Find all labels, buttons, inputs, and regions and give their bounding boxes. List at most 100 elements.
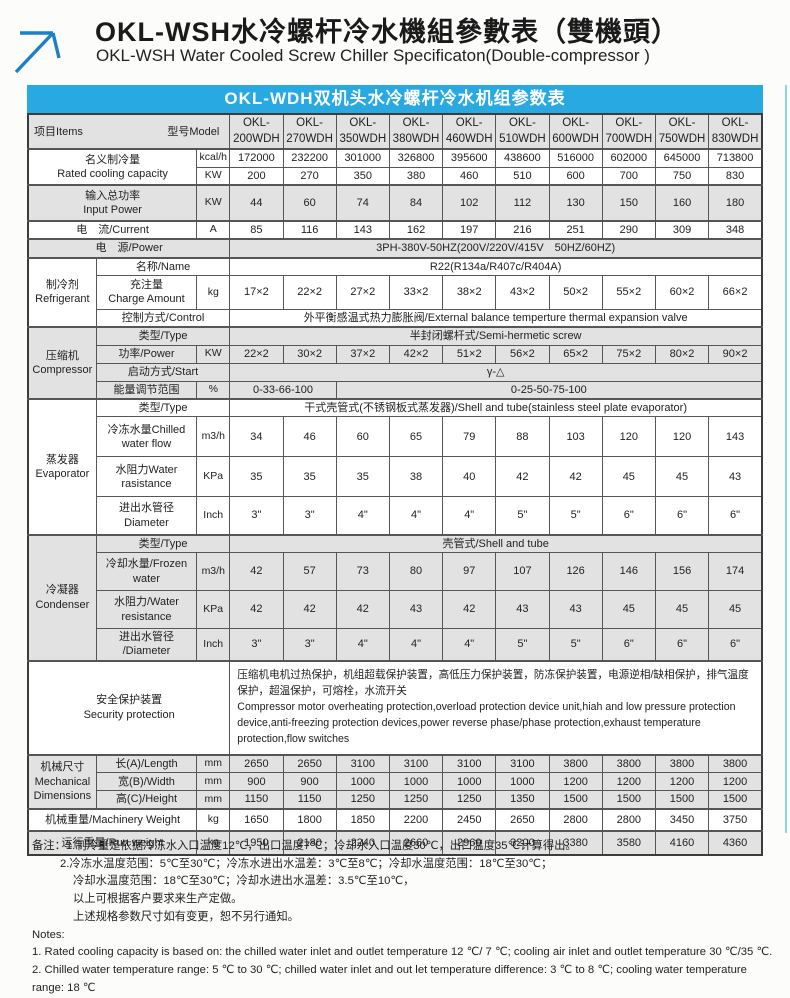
row-label: 电 流/Current xyxy=(27,220,198,240)
spec-table-section: OKL-WDH双机头水冷螺杆冷水机组参数表 项目Items 型号Model OKL-… xyxy=(27,85,763,856)
value-cell: 44 xyxy=(229,184,284,222)
value-cell: 126 xyxy=(548,552,603,592)
value-cell: 900 xyxy=(229,772,284,792)
value-cell: 5" xyxy=(548,496,603,536)
value-cell: 45 xyxy=(654,456,710,498)
note-line: 冷却水温度范围：18℃至30℃；冷却水进出水温差：3.5℃至10℃， xyxy=(73,875,415,888)
value-cell: 270 xyxy=(282,166,337,186)
value-cell: 27×2 xyxy=(335,274,390,310)
value-cell: 700 xyxy=(601,166,656,186)
row-label: 冷冻水量Chilled water flow xyxy=(95,416,198,458)
unit-cell: kg xyxy=(196,829,231,856)
model-header-cell: OKL- 460WDH xyxy=(442,113,497,150)
value-cell: 160 xyxy=(654,184,710,222)
value-cell: 2800 xyxy=(601,807,656,832)
unit-cell: mm xyxy=(196,772,231,792)
row-label: 类型/Type xyxy=(95,398,231,418)
value-cell: 2650 xyxy=(495,807,550,832)
value-cell: 56×2 xyxy=(495,344,550,364)
value-cell: 80×2 xyxy=(654,344,710,364)
value-cell: 1200 xyxy=(601,772,656,792)
value-cell: 2660 xyxy=(388,829,444,856)
value-cell: 43×2 xyxy=(495,274,550,310)
value-cell: 85 xyxy=(229,220,284,240)
value-cell: 2180 xyxy=(282,829,337,856)
value-cell: 3800 xyxy=(548,753,603,774)
span-value: 0-33-66-100 xyxy=(229,380,337,400)
table-row: 冷冻水量Chilled water flow m3/h 34 46 60 65 79 88 10… xyxy=(28,416,763,458)
value-cell: 5" xyxy=(495,628,550,662)
row-label: 控制方式/Control xyxy=(95,308,231,328)
value-cell: 17×2 xyxy=(229,274,284,310)
row-label: 运行重量/Run weight xyxy=(27,829,198,856)
value-cell: 1800 xyxy=(282,807,337,832)
value-cell: 1650 xyxy=(229,807,284,832)
table-row: 机械尺寸 Mechanical Dimensions 长(A)/Length mm 2… xyxy=(27,753,763,810)
table-row: 控制方式/Control 外平衡感温式热力膨胀阀/External balance… xyxy=(28,308,763,328)
value-cell: 1250 xyxy=(335,790,390,810)
page-title-en: OKL-WSH Water Cooled Screw Chiller Speci… xyxy=(96,46,650,65)
value-cell: 120 xyxy=(601,416,656,458)
value-cell: 6" xyxy=(708,496,763,536)
page-title-zh: OKL-WSH水冷螺杆冷水機組參數表（雙機頭） xyxy=(95,17,679,47)
value-cell: 2960 xyxy=(442,829,497,856)
table-row: 机械重量/Machinery Weight kg 1650 1800 1850 2200 2… xyxy=(27,807,763,832)
value-cell: 290 xyxy=(601,220,656,240)
row-label: 安全保护装置 Security protection xyxy=(27,659,231,756)
value-cell: 3" xyxy=(282,628,337,662)
value-cell: 6" xyxy=(654,496,710,536)
row-label: 类型/Type xyxy=(95,533,231,554)
value-cell: 35 xyxy=(282,456,337,498)
table-row: 电 流/Current A 85 116 143 162 197 216 251 290 309 34… xyxy=(27,220,763,240)
value-cell: 42 xyxy=(495,456,550,498)
value-cell: 66×2 xyxy=(708,274,763,310)
value-cell: 42 xyxy=(282,590,337,630)
value-cell: 57 xyxy=(282,552,337,592)
value-cell: 600 xyxy=(548,166,603,186)
value-cell: 326800 xyxy=(388,148,444,168)
value-cell: 45 xyxy=(708,590,763,630)
value-cell: 34 xyxy=(229,416,284,458)
value-cell: 143 xyxy=(708,416,763,458)
value-cell: 3100 xyxy=(442,753,497,774)
value-cell: 4" xyxy=(335,628,390,662)
value-cell: 645000 xyxy=(654,148,710,168)
unit-cell: Inch xyxy=(196,496,231,536)
value-cell: 1500 xyxy=(708,790,763,810)
value-cell: 1850 xyxy=(335,807,390,832)
value-cell: 516000 xyxy=(548,148,603,168)
value-cell: 2650 xyxy=(282,753,337,774)
table-row: 冷凝器 Condenser 类型/Type 壳管式/Shell and tube xyxy=(27,533,763,662)
unit-cell: KW xyxy=(196,166,231,186)
value-cell: 350 xyxy=(335,166,390,186)
value-cell: 42 xyxy=(229,552,284,592)
value-cell: 713800 xyxy=(708,148,763,168)
row-label: 电 源/Power xyxy=(27,238,231,259)
value-cell: 3580 xyxy=(601,829,656,856)
value-cell: 51×2 xyxy=(442,344,497,364)
value-cell: 460 xyxy=(442,166,497,186)
value-cell: 35 xyxy=(335,456,390,498)
value-cell: 200 xyxy=(229,166,284,186)
value-cell: 150 xyxy=(601,184,656,222)
value-cell: 116 xyxy=(282,220,337,240)
row-label: 水阻力Water rasistance xyxy=(95,456,198,498)
value-cell: 5" xyxy=(548,628,603,662)
value-cell: 130 xyxy=(548,184,603,222)
value-cell: 830 xyxy=(708,166,763,186)
value-cell: 90×2 xyxy=(708,344,763,364)
group-label: 制冷剂 Refrigerant xyxy=(27,256,97,328)
value-cell: 65×2 xyxy=(548,344,603,364)
table-banner: OKL-WDH双机头水冷螺杆冷水机组参数表 xyxy=(27,85,763,113)
row-label: 高(C)/Height xyxy=(95,790,198,810)
value-cell: 3" xyxy=(229,496,284,536)
value-cell: 4" xyxy=(442,628,497,662)
value-cell: 1200 xyxy=(708,772,763,792)
value-cell: 46 xyxy=(282,416,337,458)
value-cell: 3800 xyxy=(601,753,656,774)
value-cell: 2450 xyxy=(442,807,497,832)
value-cell: 1500 xyxy=(548,790,603,810)
value-cell: 80 xyxy=(388,552,444,592)
value-cell: 3200 xyxy=(495,829,550,856)
corner-cell: 项目Items 型号Model xyxy=(27,113,231,150)
